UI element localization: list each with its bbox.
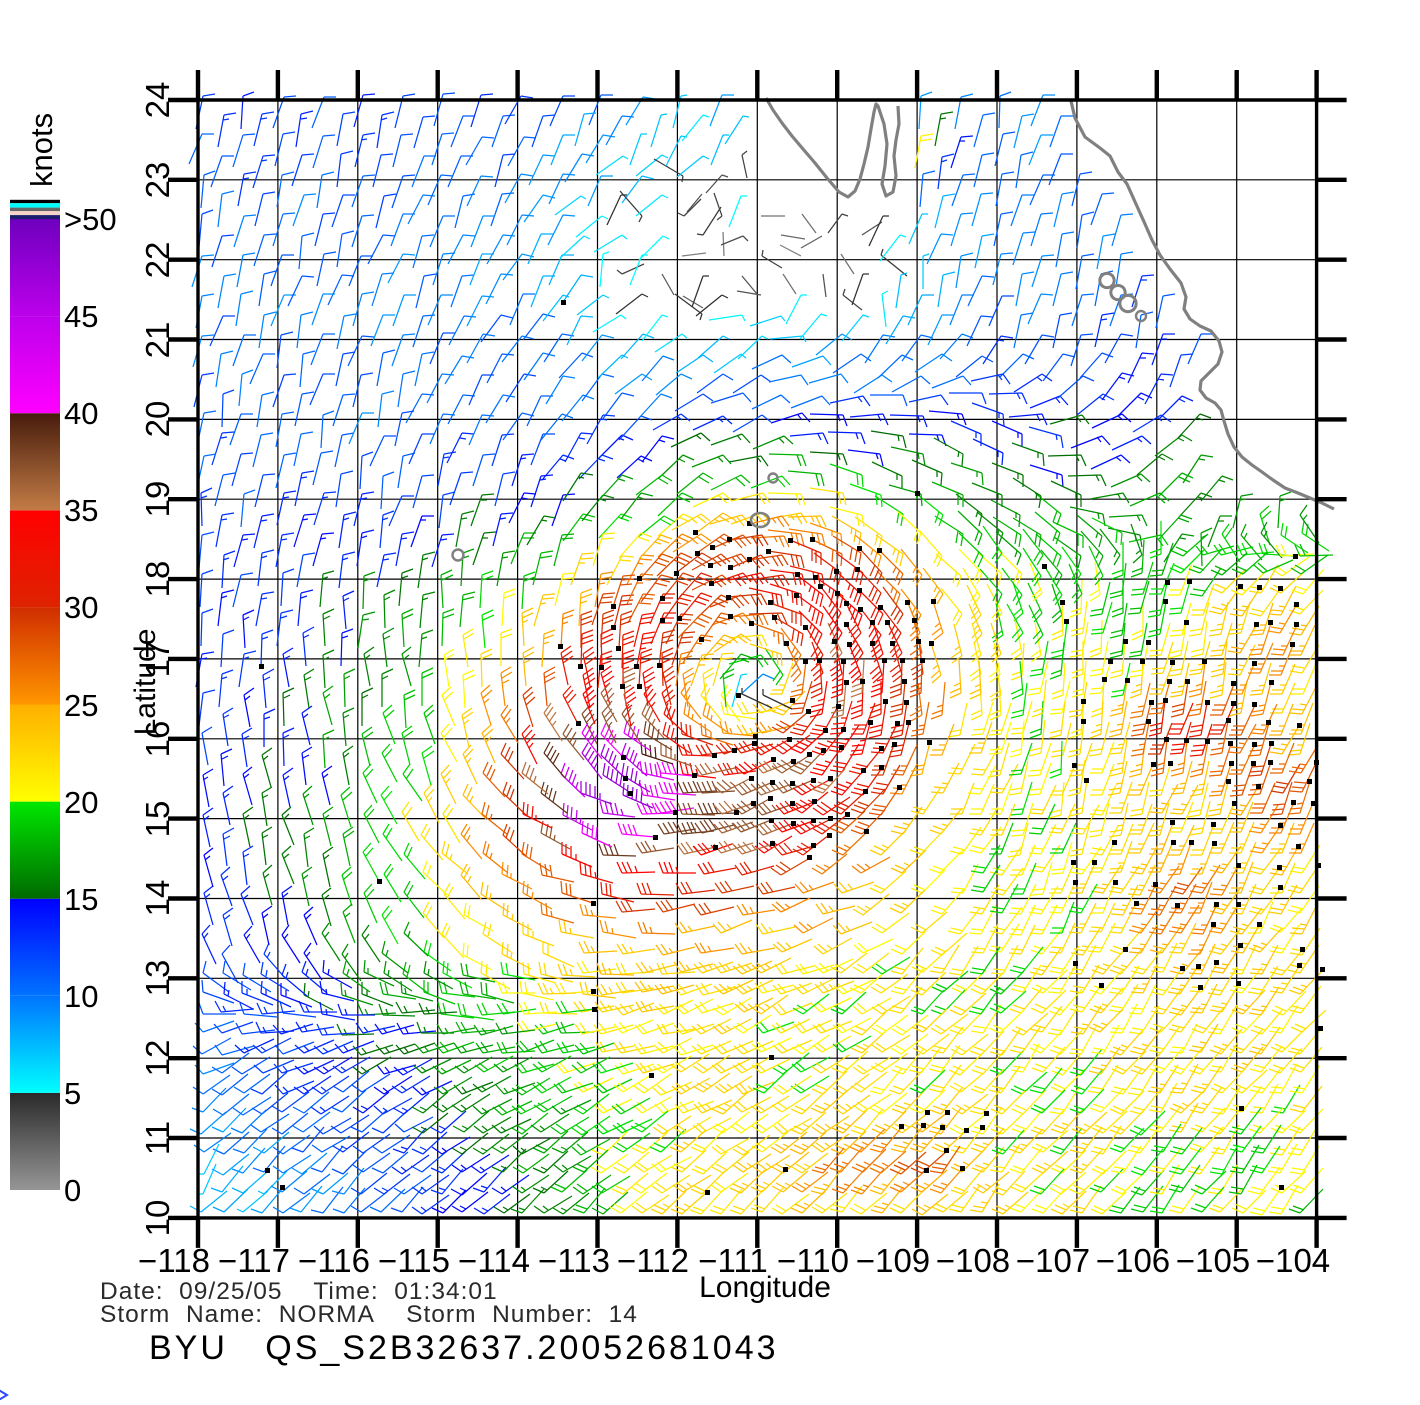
svg-text:40: 40 xyxy=(64,396,98,431)
svg-text:−108: −108 xyxy=(936,1242,1010,1279)
svg-text:−116: −116 xyxy=(298,1242,370,1279)
svg-text:−112: −112 xyxy=(617,1242,689,1279)
svg-text:11: 11 xyxy=(139,1121,176,1155)
svg-text:Latitude: Latitude xyxy=(129,629,162,736)
svg-text:BYU QS_S2B32637.20052681043: BYU QS_S2B32637.20052681043 xyxy=(149,1329,779,1367)
svg-text:Date: 09/25/05 Time: 01:3: Date: 09/25/05 Time: 01:34:01 xyxy=(100,1278,498,1305)
svg-text:−104: −104 xyxy=(1256,1242,1330,1279)
svg-text:Storm Name: NORMA Storm: Storm Name: NORMA Storm Number: 14 xyxy=(100,1301,638,1328)
svg-text:>50: >50 xyxy=(64,202,117,237)
svg-text:−118: −118 xyxy=(138,1242,210,1279)
svg-text:20: 20 xyxy=(139,401,176,438)
svg-text:14: 14 xyxy=(139,880,176,917)
svg-text:−113: −113 xyxy=(538,1242,610,1279)
svg-text:24: 24 xyxy=(139,82,176,119)
svg-text:−114: −114 xyxy=(458,1242,530,1279)
svg-text:−110: −110 xyxy=(777,1242,849,1279)
svg-text:−115: −115 xyxy=(378,1242,450,1279)
svg-text:−107: −107 xyxy=(1016,1242,1090,1279)
svg-text:−117: −117 xyxy=(218,1242,290,1279)
svg-text:18: 18 xyxy=(139,561,176,598)
svg-text:0: 0 xyxy=(64,1173,81,1208)
svg-text:22: 22 xyxy=(139,242,176,279)
svg-text:17: 17 xyxy=(139,641,176,678)
svg-text:knots: knots xyxy=(24,113,59,187)
svg-text:10: 10 xyxy=(139,1200,176,1237)
svg-text:12: 12 xyxy=(139,1040,176,1077)
svg-text:16: 16 xyxy=(139,721,176,758)
svg-text:5: 5 xyxy=(64,1076,81,1111)
svg-text:−109: −109 xyxy=(856,1242,930,1279)
svg-text:13: 13 xyxy=(139,960,176,997)
svg-text:−106: −106 xyxy=(1096,1242,1170,1279)
svg-text:30: 30 xyxy=(64,590,98,625)
svg-text:23: 23 xyxy=(139,162,176,199)
svg-text:Longitude: Longitude xyxy=(699,1271,831,1304)
svg-text:19: 19 xyxy=(139,481,176,518)
svg-text:−105: −105 xyxy=(1176,1242,1250,1279)
svg-text:15: 15 xyxy=(139,801,176,838)
svg-text:25: 25 xyxy=(64,688,98,723)
svg-text:15: 15 xyxy=(64,882,98,917)
svg-text:10: 10 xyxy=(64,979,98,1014)
svg-text:21: 21 xyxy=(139,322,176,359)
svg-text:45: 45 xyxy=(64,299,98,334)
svg-text:20: 20 xyxy=(64,785,98,820)
svg-text:−111: −111 xyxy=(698,1242,767,1279)
svg-text:35: 35 xyxy=(64,493,98,528)
